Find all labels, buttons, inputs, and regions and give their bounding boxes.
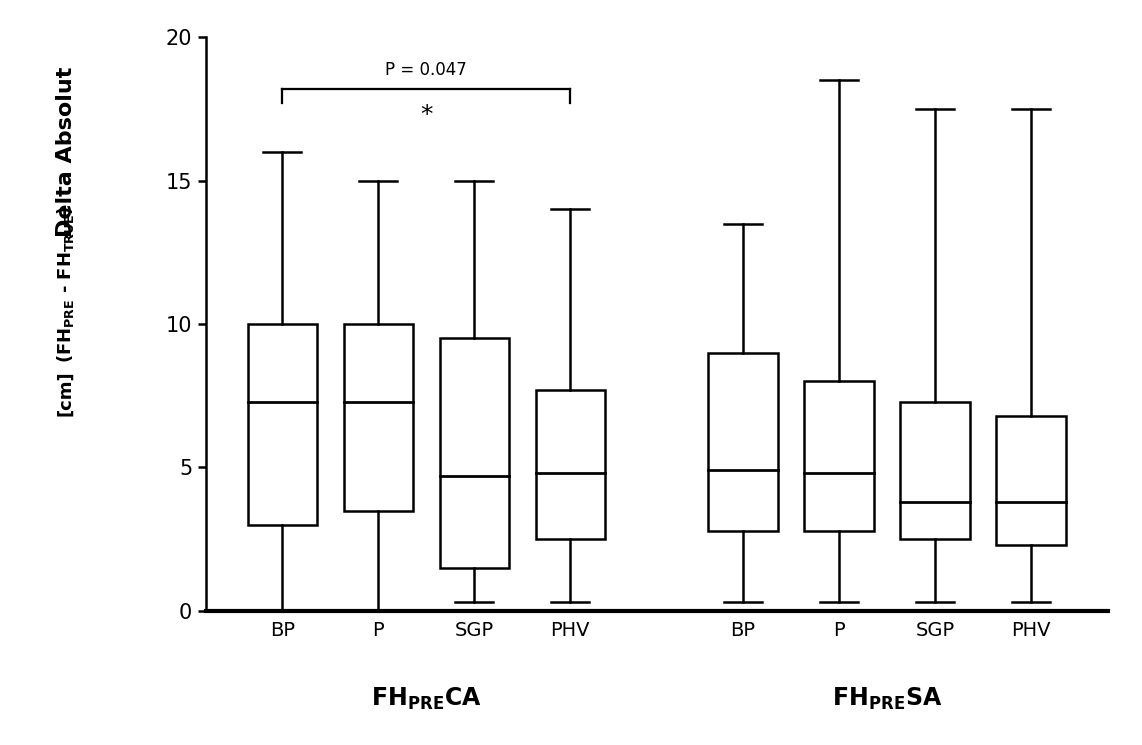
Bar xyxy=(708,353,778,530)
Text: [cm]: [cm] xyxy=(57,370,74,416)
Bar xyxy=(804,381,874,530)
Bar xyxy=(440,338,509,568)
Bar xyxy=(344,324,413,510)
Text: FH$_{\mathbf{PRE}}$CA: FH$_{\mathbf{PRE}}$CA xyxy=(371,685,482,711)
Bar xyxy=(900,402,970,539)
Text: P = 0.047: P = 0.047 xyxy=(386,61,467,79)
Bar xyxy=(248,324,316,525)
Text: Delta Absolut: Delta Absolut xyxy=(56,67,75,237)
Bar xyxy=(536,390,605,539)
Text: FH$_{\mathbf{PRE}}$SA: FH$_{\mathbf{PRE}}$SA xyxy=(831,685,942,711)
Text: *: * xyxy=(420,104,433,127)
Bar xyxy=(997,416,1065,545)
Text: (FH$_{\mathbf{PRE}}$ - FH$_{\mathbf{TRUE}}$): (FH$_{\mathbf{PRE}}$ - FH$_{\mathbf{TRUE… xyxy=(55,205,77,363)
